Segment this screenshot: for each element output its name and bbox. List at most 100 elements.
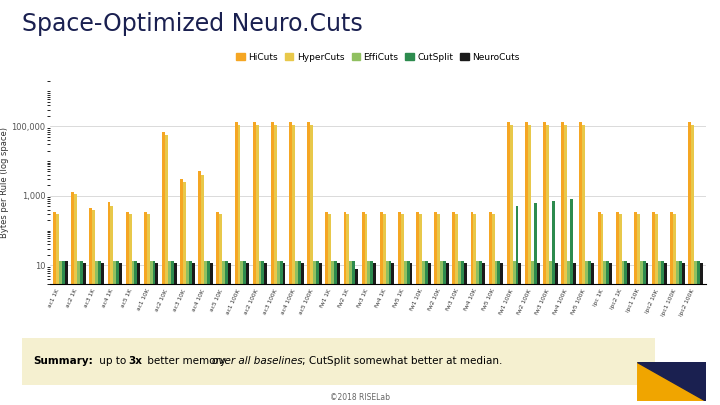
Bar — [343, 212, 346, 405]
Bar — [679, 261, 682, 405]
Bar — [316, 261, 319, 405]
Bar — [419, 214, 422, 405]
Bar — [204, 261, 207, 405]
Bar — [606, 261, 609, 405]
Bar — [621, 261, 624, 405]
Bar — [482, 262, 485, 405]
Bar — [634, 212, 636, 405]
Bar — [464, 262, 467, 405]
Bar — [132, 261, 135, 405]
Bar — [310, 125, 313, 405]
Bar — [443, 261, 446, 405]
Bar — [518, 262, 521, 405]
Bar — [425, 261, 428, 405]
Bar — [171, 261, 174, 405]
Bar — [364, 214, 367, 405]
Bar — [477, 261, 480, 405]
Polygon shape — [637, 362, 706, 401]
Bar — [564, 125, 567, 405]
Bar — [673, 214, 676, 405]
Bar — [428, 262, 431, 405]
Bar — [274, 125, 276, 405]
Bar — [580, 122, 582, 405]
Bar — [271, 122, 274, 405]
Bar — [386, 261, 389, 405]
Bar — [201, 175, 204, 405]
Bar — [401, 214, 404, 405]
Bar — [434, 212, 437, 405]
Bar — [217, 212, 220, 405]
Bar — [240, 261, 243, 405]
Bar — [126, 212, 129, 405]
Bar — [246, 262, 249, 405]
Bar — [298, 261, 301, 405]
Bar — [528, 125, 531, 405]
Bar — [334, 261, 337, 405]
Bar — [534, 203, 536, 405]
Polygon shape — [637, 362, 706, 401]
Bar — [129, 214, 132, 405]
Bar — [289, 122, 292, 405]
Bar — [62, 261, 65, 405]
Bar — [174, 262, 176, 405]
Bar — [471, 212, 474, 405]
Bar — [627, 262, 630, 405]
Bar — [138, 262, 140, 405]
Bar — [498, 261, 500, 405]
Bar — [492, 214, 495, 405]
Legend: HiCuts, HyperCuts, EffiCuts, CutSplit, NeuroCuts: HiCuts, HyperCuts, EffiCuts, CutSplit, N… — [233, 49, 523, 65]
Bar — [220, 214, 222, 405]
Bar — [361, 212, 364, 405]
Text: ©2018 RISELab: ©2018 RISELab — [330, 393, 390, 402]
Bar — [95, 261, 98, 405]
Bar — [144, 212, 147, 405]
Bar — [697, 261, 700, 405]
Bar — [258, 261, 261, 405]
Bar — [555, 262, 558, 405]
Bar — [83, 262, 86, 405]
Bar — [147, 214, 150, 405]
Bar — [256, 125, 258, 405]
Bar — [349, 261, 352, 405]
Bar — [292, 125, 295, 405]
Text: Summary:: Summary: — [33, 356, 93, 367]
Bar — [156, 262, 158, 405]
Bar — [98, 261, 101, 405]
Bar — [110, 206, 113, 405]
Bar — [370, 261, 373, 405]
Bar — [585, 261, 588, 405]
Bar — [474, 214, 477, 405]
Bar — [549, 261, 552, 405]
Bar — [489, 212, 492, 405]
Bar — [307, 122, 310, 405]
Bar — [446, 262, 449, 405]
Bar — [495, 261, 498, 405]
Bar — [210, 262, 213, 405]
Bar — [670, 212, 673, 405]
Bar — [107, 202, 110, 405]
Bar — [691, 125, 694, 405]
Bar — [198, 171, 201, 405]
Text: 3x: 3x — [128, 356, 142, 367]
Bar — [516, 206, 518, 405]
Bar — [643, 261, 646, 405]
Bar — [664, 262, 667, 405]
Bar — [135, 261, 138, 405]
Bar — [380, 212, 383, 405]
Bar — [573, 262, 576, 405]
Bar — [319, 262, 322, 405]
Bar — [383, 214, 386, 405]
Bar — [117, 261, 120, 405]
Bar — [407, 261, 410, 405]
Bar — [694, 261, 697, 405]
Bar — [567, 261, 570, 405]
Bar — [389, 261, 392, 405]
Bar — [328, 214, 331, 405]
Bar — [536, 262, 539, 405]
Y-axis label: Bytes per Rule (log space): Bytes per Rule (log space) — [0, 127, 9, 238]
Bar — [367, 261, 370, 405]
Bar — [168, 261, 171, 405]
Bar — [238, 125, 240, 405]
Bar — [546, 125, 549, 405]
Bar — [410, 262, 413, 405]
